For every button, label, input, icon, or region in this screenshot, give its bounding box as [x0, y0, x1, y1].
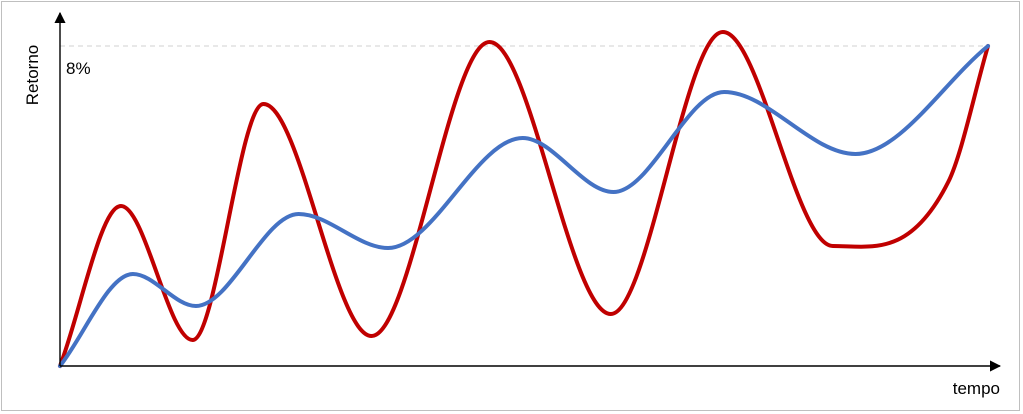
y-axis-label: Retorno	[23, 45, 42, 105]
series-line-1	[58, 30, 990, 368]
series-layer	[58, 30, 990, 368]
reference-label: 8%	[66, 59, 91, 78]
series-line-2	[58, 44, 990, 368]
x-axis-label: tempo	[953, 379, 1000, 398]
